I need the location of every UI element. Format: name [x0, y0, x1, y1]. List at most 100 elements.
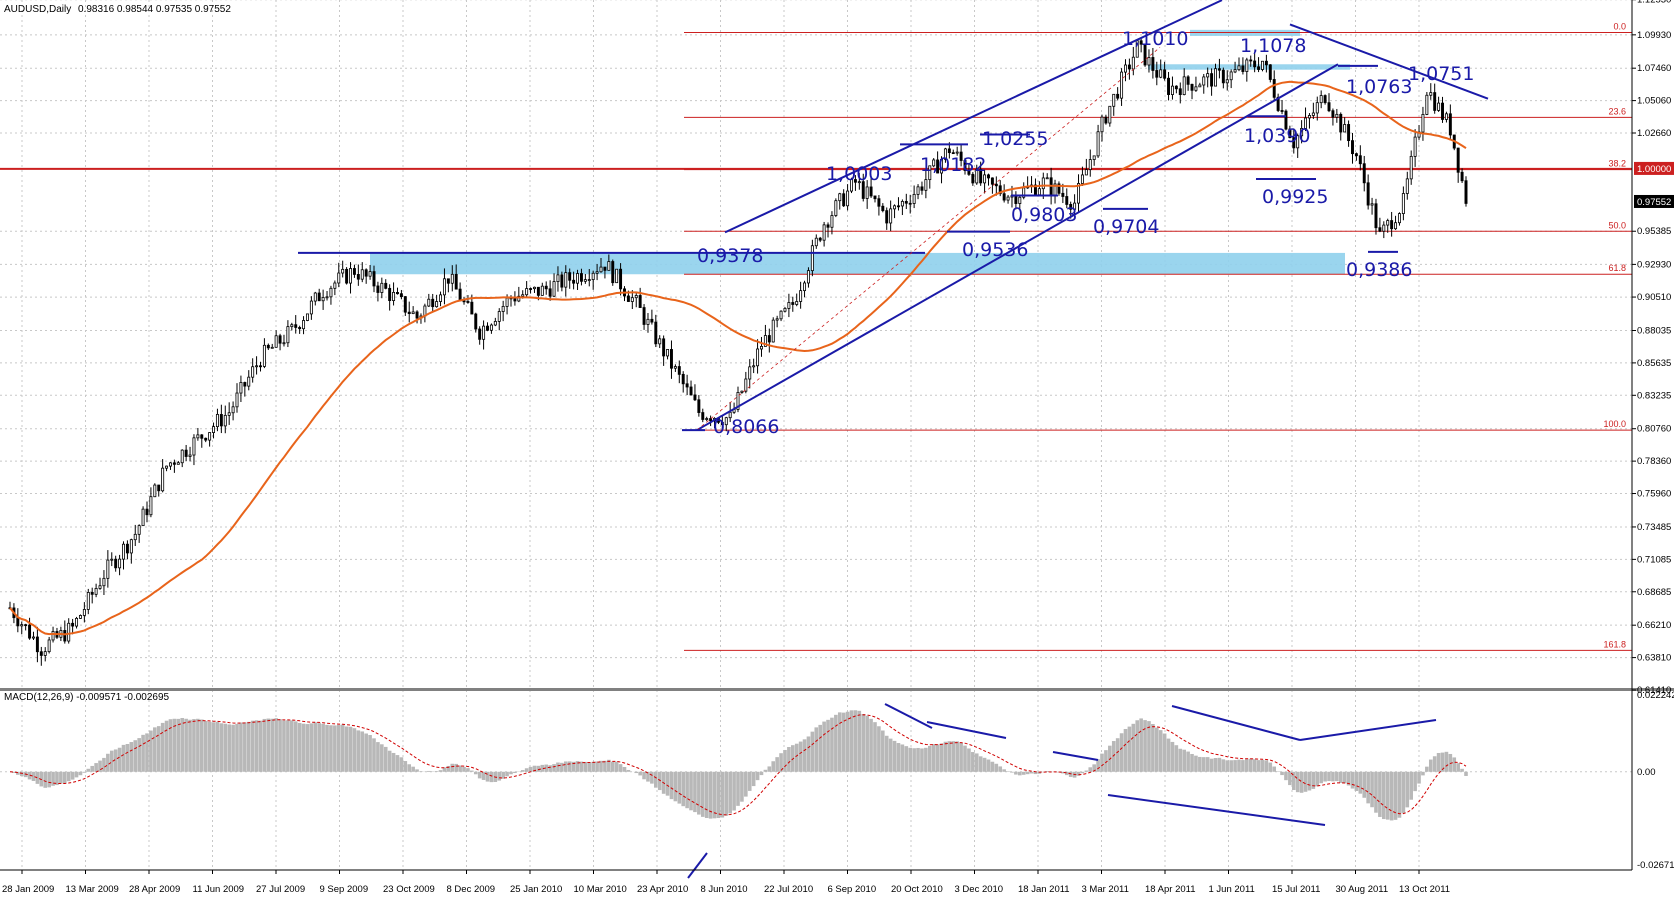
candle-body — [951, 152, 955, 155]
candle — [368, 265, 372, 280]
candle — [129, 538, 133, 564]
x-tick-label: 11 Jun 2009 — [193, 884, 245, 895]
y-tick-label: 0.61410 — [1637, 685, 1671, 696]
candle — [231, 401, 235, 421]
candle — [783, 306, 787, 313]
candle — [1225, 70, 1229, 91]
candle-body — [720, 421, 724, 426]
candle-body — [912, 193, 916, 204]
candle-body — [482, 325, 486, 340]
candle — [529, 287, 533, 294]
candle — [204, 437, 208, 443]
candle-body — [493, 321, 497, 326]
candle — [219, 404, 223, 434]
y-tick-label: 0.66210 — [1637, 620, 1671, 631]
candle-body — [806, 270, 810, 284]
candle — [853, 175, 857, 191]
y-tick-label: 0.95385 — [1637, 226, 1671, 237]
candle-body — [172, 462, 176, 465]
candle-body — [235, 392, 239, 408]
candle — [689, 380, 693, 396]
candle-body — [564, 272, 568, 288]
candle-body — [928, 165, 932, 181]
candle — [1202, 73, 1206, 94]
candle-body — [826, 224, 830, 228]
candle-body — [341, 268, 345, 274]
candle-body — [1041, 177, 1045, 190]
candle — [830, 211, 834, 235]
candle-body — [196, 434, 200, 439]
candle — [1080, 166, 1084, 186]
candle-body — [744, 378, 748, 392]
price-label: 1,0390 — [1244, 125, 1310, 147]
candle-body — [67, 622, 71, 642]
candle — [1214, 63, 1217, 87]
candle — [1464, 176, 1468, 207]
candle-body — [1280, 110, 1284, 112]
candle — [1260, 60, 1264, 72]
candle-body — [1147, 57, 1151, 66]
candle — [317, 288, 321, 302]
candle-body — [32, 636, 35, 639]
candle-body — [165, 465, 169, 469]
candle-body — [599, 266, 603, 273]
candle-body — [16, 617, 20, 627]
candle-body — [803, 282, 807, 292]
candle-body — [572, 279, 576, 284]
candle — [157, 484, 161, 497]
candle-body — [466, 301, 470, 303]
candle — [78, 614, 82, 619]
candle — [161, 459, 165, 493]
candle — [180, 449, 184, 468]
candle-body — [298, 327, 302, 330]
candle-body — [662, 338, 666, 357]
candle — [662, 335, 666, 366]
candle — [900, 199, 904, 216]
y-tick-label: 1.05060 — [1637, 96, 1671, 107]
candle-body — [1073, 202, 1077, 210]
candle-body — [924, 179, 928, 191]
candle-body — [1409, 155, 1413, 180]
divergence-line — [687, 852, 708, 879]
price-label: 1,0751 — [1408, 63, 1474, 85]
x-tick-label: 10 Mar 2010 — [574, 884, 627, 895]
x-tick-label: 1 Jun 2011 — [1209, 884, 1255, 895]
candle — [1245, 57, 1249, 82]
candle — [1241, 57, 1245, 75]
parity-price-box — [1634, 161, 1674, 175]
macd-y-tick-label: 0.022242 — [1637, 690, 1674, 701]
candle-body — [227, 412, 231, 416]
candle-body — [278, 335, 282, 344]
candle-body — [1198, 84, 1202, 88]
candle-body — [900, 201, 904, 207]
candle-body — [994, 183, 998, 187]
candle — [940, 156, 944, 184]
candle — [1002, 184, 1006, 203]
candle-body — [1131, 56, 1135, 70]
candle-body — [536, 286, 540, 296]
candle-body — [110, 558, 114, 561]
candle-body — [1460, 171, 1464, 182]
candle-body — [787, 302, 791, 309]
candle — [329, 285, 333, 305]
candle — [673, 364, 677, 372]
candle — [826, 222, 830, 238]
candle-body — [1405, 178, 1409, 194]
candle-body — [1018, 196, 1022, 204]
y-tick-label: 0.73485 — [1637, 522, 1671, 533]
x-tick-label: 20 Oct 2010 — [891, 884, 943, 895]
candle-body — [689, 386, 693, 396]
divergence-line — [926, 721, 1007, 739]
candle — [372, 265, 376, 293]
candle — [278, 333, 282, 351]
candle-body — [1182, 76, 1186, 96]
candle — [1288, 125, 1292, 139]
candle — [1390, 211, 1394, 237]
candle-body — [908, 202, 912, 205]
candle-body — [1315, 102, 1319, 114]
candle-body — [560, 274, 564, 288]
candle — [752, 358, 756, 374]
candle — [345, 267, 349, 285]
candle — [215, 408, 219, 432]
candle — [834, 198, 838, 218]
